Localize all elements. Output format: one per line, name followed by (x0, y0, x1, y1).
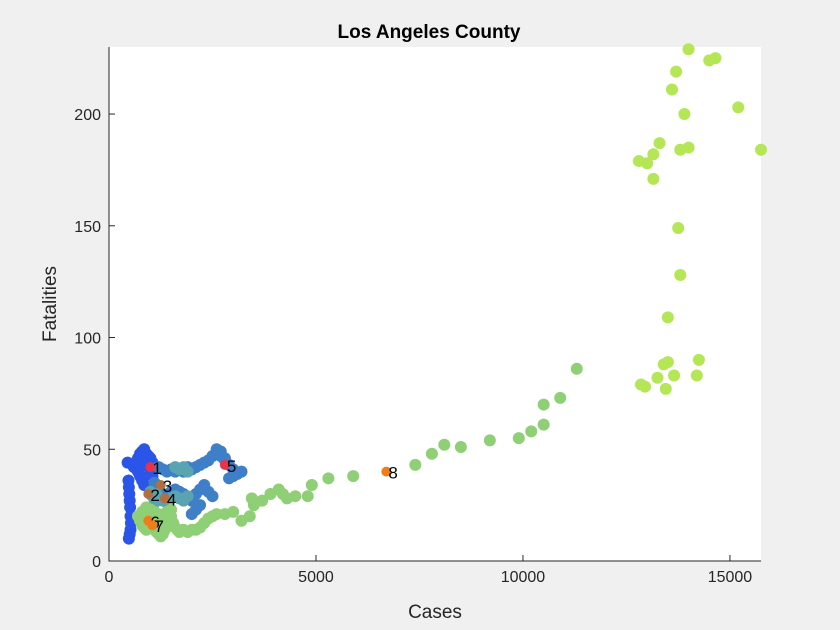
data-point-teal (181, 465, 194, 478)
data-point-yellow-green (682, 141, 695, 154)
data-point-yellow-green (670, 65, 683, 78)
data-point-light-green (537, 398, 550, 411)
highlight-point (381, 466, 392, 477)
data-point-yellow-green (732, 101, 745, 114)
data-point-light-green (483, 434, 496, 447)
highlight-label: 8 (388, 464, 397, 483)
point-annotations: 12345678 (143, 457, 398, 536)
data-point-light-green (454, 441, 467, 454)
highlight-point (143, 488, 154, 499)
data-point-light-green (347, 470, 360, 483)
highlight-point (145, 462, 156, 473)
highlight-label: 4 (167, 490, 176, 509)
data-point-yellow-green (639, 380, 652, 393)
data-point-yellow-green (678, 108, 691, 121)
highlight-label: 7 (154, 517, 163, 536)
highlight-point (159, 493, 170, 504)
data-point-light-green (438, 438, 451, 451)
data-point-light-green (537, 418, 550, 431)
data-point-yellow-green (674, 268, 687, 281)
data-point-yellow-green (661, 356, 674, 369)
data-point-light-green (512, 432, 525, 445)
data-point-yellow-green (647, 172, 660, 185)
y-axis-ticks: 0 50 100 150 200 (74, 107, 115, 571)
data-point-yellow-green (647, 148, 660, 161)
highlight-label: 1 (152, 459, 161, 478)
data-point-light-green (245, 492, 258, 505)
y-axis-label: Fatalities (40, 266, 61, 342)
x-tick-label: 5000 (298, 569, 334, 586)
data-point-teal (150, 487, 163, 500)
data-point-light-green (227, 505, 240, 518)
y-tick-label: 150 (74, 219, 101, 236)
highlight-point (147, 520, 158, 531)
data-point-light-green (525, 425, 538, 438)
data-point-yellow-green (668, 369, 681, 382)
y-tick-label: 50 (83, 442, 101, 459)
data-point-yellow-green (672, 222, 685, 235)
data-point-light-green (256, 494, 269, 507)
y-tick-label: 0 (92, 554, 101, 571)
data-point-blue (124, 501, 137, 514)
highlight-point (155, 480, 166, 491)
data-point-yellow-green (661, 311, 674, 324)
data-point-light-green (210, 508, 223, 521)
data-point-yellow-green (641, 157, 654, 170)
data-point-yellow-green (682, 43, 695, 56)
highlight-label: 2 (150, 486, 159, 505)
x-tick-label: 10000 (501, 569, 546, 586)
data-point-light-green (409, 458, 422, 471)
x-axis-ticks: 0 5000 10000 15000 (105, 555, 753, 586)
y-tick-label: 100 (74, 331, 101, 348)
data-point-yellow-green (665, 83, 678, 96)
data-point-steel-blue (223, 472, 236, 485)
data-point-yellow-green (755, 143, 767, 156)
data-point-light-green (322, 472, 335, 485)
data-point-light-green (165, 503, 178, 516)
data-point-steel-blue (185, 508, 198, 521)
data-point-steel-blue (206, 490, 219, 503)
data-point-yellow-green (709, 52, 722, 65)
data-point-teal (181, 490, 194, 503)
data-point-yellow-green (651, 371, 664, 384)
data-point-light-green (301, 490, 314, 503)
highlight-label: 3 (163, 477, 172, 496)
data-point-blue (122, 532, 135, 545)
data-point-light-green (425, 447, 438, 460)
data-point-yellow-green (690, 369, 703, 382)
highlight-point (219, 459, 230, 470)
highlight-label: 5 (227, 457, 236, 476)
plot-area (109, 47, 761, 561)
data-point-light-green (305, 479, 318, 492)
y-tick-label: 200 (74, 107, 101, 124)
data-point-yellow-green (659, 382, 672, 395)
x-tick-label: 15000 (708, 569, 753, 586)
data-point-light-green (570, 362, 583, 375)
chart-title: Los Angeles County (338, 22, 521, 43)
data-point-light-green (243, 510, 256, 523)
data-point-blue (136, 456, 149, 469)
data-point-yellow-green (692, 353, 705, 366)
x-tick-label: 0 (105, 569, 114, 586)
data-point-light-green (289, 490, 302, 503)
data-point-light-green (554, 391, 567, 404)
data-point-yellow-green (653, 137, 666, 150)
x-axis-label: Cases (408, 602, 462, 623)
